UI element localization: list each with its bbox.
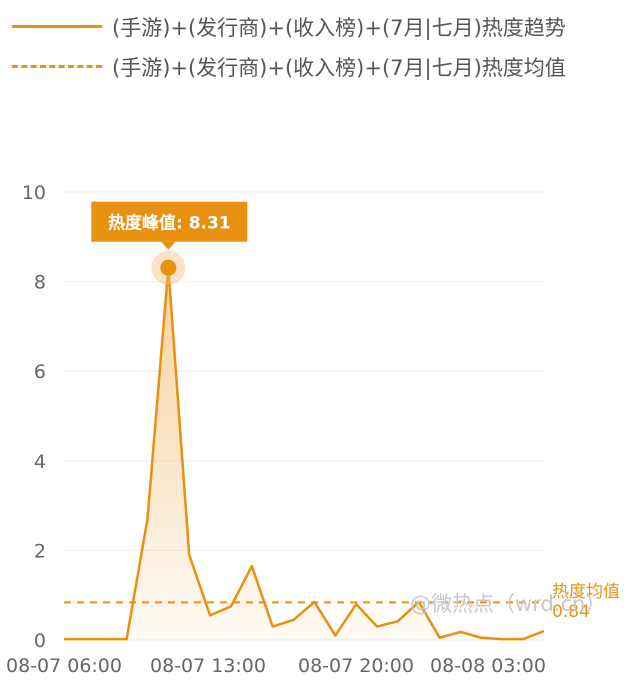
legend-swatch-dashed <box>12 65 102 68</box>
y-tick-label: 4 <box>34 451 46 473</box>
peak-tooltip-box <box>91 201 248 242</box>
x-tick-label: 08-08 03:00 <box>430 655 546 677</box>
mean-label: 热度均值 <box>552 582 620 602</box>
x-tick-label: 08-07 13:00 <box>150 655 266 677</box>
y-tick-label: 10 <box>22 182 46 204</box>
x-tick-label: 08-07 06:00 <box>6 655 122 677</box>
watermark: @微热点（wrd.cn） <box>410 592 607 616</box>
y-tick-label: 0 <box>34 630 46 652</box>
y-tick-label: 6 <box>34 361 46 383</box>
y-tick-label: 8 <box>34 272 46 294</box>
legend-label-mean: (手游)+(发行商)+(收入榜)+(7月|七月)热度均值 <box>112 56 566 80</box>
legend-swatch-solid <box>12 25 102 28</box>
legend-label-trend: (手游)+(发行商)+(收入榜)+(7月|七月)热度趋势 <box>112 16 566 40</box>
trend-line <box>64 266 545 641</box>
mean-value-label: 0.84 <box>552 602 590 622</box>
trend-area <box>64 267 544 640</box>
x-tick-label: 08-07 20:00 <box>298 655 414 677</box>
peak-tooltip-arrow <box>161 241 176 250</box>
peak-tooltip-label: 热度峰值: 8.31 <box>108 213 231 234</box>
y-tick-label: 2 <box>34 540 46 562</box>
peak-point <box>160 259 177 276</box>
